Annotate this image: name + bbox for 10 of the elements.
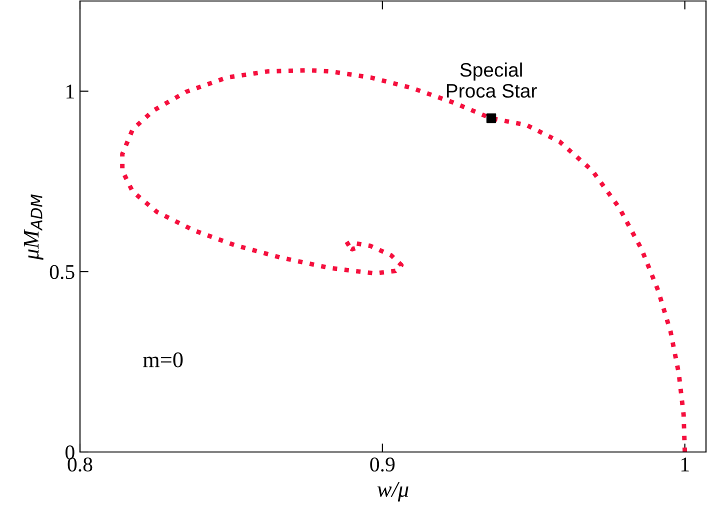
y-tick-label: 0 — [66, 445, 74, 460]
annotation: Special Proca Star — [446, 62, 537, 98]
x-tick-label: 0.8 — [68, 457, 92, 472]
x-tick-label: 1 — [681, 458, 689, 472]
annotation: m=0 — [143, 352, 183, 368]
y-tick-label: 1 — [66, 84, 74, 98]
x-tick-label: 0.9 — [370, 457, 395, 472]
x-axis-title: w/μ — [377, 482, 408, 502]
y-axis-title: μM$_{ADM}$ — [24, 194, 44, 260]
y-tick-label: 0.5 — [50, 264, 74, 280]
